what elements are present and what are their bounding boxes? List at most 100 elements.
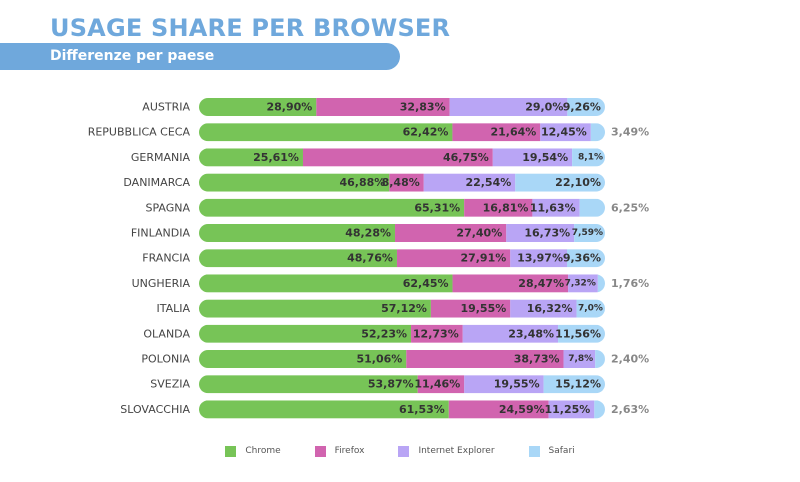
data-label-safari-austria: 9,26% xyxy=(563,101,601,114)
legend-item-chrome: Chrome xyxy=(225,444,281,458)
legend-swatch-chrome xyxy=(225,445,237,457)
bar-segment-internet-explorer-ungheria xyxy=(568,274,598,293)
data-label-safari-danimarca: 22,10% xyxy=(555,176,601,189)
data-label-firefox-svezia: 11,46% xyxy=(414,378,460,391)
bar-row-francia xyxy=(199,249,605,268)
bar-segment-firefox-slovacchia xyxy=(448,400,549,419)
bar-segment-chrome-germania xyxy=(199,148,303,167)
data-label-safari-spagna: 6,25% xyxy=(611,201,649,214)
bar-segment-firefox-spagna xyxy=(464,198,533,217)
bar-segment-firefox-olanda xyxy=(411,324,463,343)
data-label-chrome-danimarca: 46,88% xyxy=(340,176,386,189)
bar-segment-chrome-ungheria xyxy=(199,274,453,293)
data-label-safari-slovacchia: 2,63% xyxy=(611,403,649,416)
legend-swatch-firefox xyxy=(314,445,326,457)
legend-item-internet-explorer: Internet Explorer xyxy=(398,444,495,458)
bar-segment-chrome-slovacchia xyxy=(199,400,449,419)
legend-swatch-internet-explorer xyxy=(398,445,410,457)
category-label-finlandia: FINLANDIA xyxy=(131,227,191,240)
bar-row-svezia xyxy=(199,375,605,394)
data-label-chrome-francia: 48,76% xyxy=(347,252,393,265)
category-label-olanda: OLANDA xyxy=(143,327,190,340)
data-label-internet-explorer-polonia: 7,8% xyxy=(568,354,593,364)
legend-item-safari: Safari xyxy=(528,444,575,458)
bar-segment-internet-explorer-danimarca xyxy=(423,173,516,192)
data-label-safari-repubblica-ceca: 3,49% xyxy=(611,126,649,139)
chart-title: USAGE SHARE PER BROWSER xyxy=(50,14,451,42)
data-label-internet-explorer-repubblica-ceca: 12,45% xyxy=(541,126,587,139)
data-label-internet-explorer-francia: 13,97% xyxy=(517,252,563,265)
bar-row-finlandia xyxy=(199,224,605,242)
data-label-internet-explorer-italia: 16,32% xyxy=(527,302,573,315)
data-label-internet-explorer-svezia: 19,55% xyxy=(494,378,540,391)
data-label-safari-polonia: 2,40% xyxy=(611,353,649,366)
category-label-italia: ITALIA xyxy=(156,302,190,315)
bar-segment-chrome-finlandia xyxy=(199,224,396,242)
data-label-internet-explorer-danimarca: 22,54% xyxy=(465,176,511,189)
bar-row-ungheria xyxy=(199,274,605,293)
bar-row-germania xyxy=(199,148,605,167)
bar-segment-firefox-francia xyxy=(396,249,511,268)
bar-segment-internet-explorer-slovacchia xyxy=(548,400,595,419)
bar-segment-firefox-polonia xyxy=(406,350,564,368)
data-label-firefox-austria: 32,83% xyxy=(400,101,446,114)
data-label-chrome-italia: 57,12% xyxy=(381,302,427,315)
bar-segment-internet-explorer-finlandia xyxy=(506,224,575,242)
bar-segment-firefox-svezia xyxy=(417,375,465,394)
bar-segment-internet-explorer-repubblica-ceca xyxy=(540,123,591,142)
bar-segment-firefox-austria xyxy=(316,98,450,116)
bar-segment-safari-germania xyxy=(572,148,605,167)
bar-segment-chrome-repubblica-ceca xyxy=(199,123,453,142)
category-label-ungheria: UNGHERIA xyxy=(132,277,191,290)
data-label-chrome-spagna: 65,31% xyxy=(414,201,460,214)
bar-segment-chrome-austria xyxy=(199,98,317,116)
data-label-safari-svezia: 15,12% xyxy=(555,378,601,391)
chart-legend: Chrome Firefox Internet Explorer Safari xyxy=(0,444,800,458)
bar-segment-safari-repubblica-ceca xyxy=(590,123,605,142)
bar-segment-safari-austria xyxy=(567,98,605,116)
bar-segment-internet-explorer-svezia xyxy=(464,375,544,394)
bar-row-austria xyxy=(199,98,605,116)
bar-segment-safari-slovacchia xyxy=(594,400,605,419)
legend-label-safari: Safari xyxy=(548,446,575,456)
data-label-firefox-repubblica-ceca: 21,64% xyxy=(490,126,536,139)
bar-segment-chrome-olanda xyxy=(199,324,412,343)
data-label-chrome-germania: 25,61% xyxy=(253,151,299,164)
category-label-svezia: SVEZIA xyxy=(150,378,190,391)
data-label-firefox-spagna: 16,81% xyxy=(483,201,529,214)
data-label-firefox-danimarca: 8,48% xyxy=(382,176,420,189)
data-label-internet-explorer-slovacchia: 11,25% xyxy=(544,403,590,416)
data-label-chrome-svezia: 53,87% xyxy=(368,378,414,391)
bar-row-danimarca xyxy=(199,173,605,192)
data-label-chrome-finlandia: 48,28% xyxy=(345,227,391,240)
bar-segment-chrome-danimarca xyxy=(199,173,390,192)
bar-segment-safari-svezia xyxy=(543,375,605,394)
category-label-danimarca: DANIMARCA xyxy=(123,176,190,189)
data-label-internet-explorer-ungheria: 7,32% xyxy=(565,278,596,288)
bar-row-polonia xyxy=(199,350,605,368)
chart-subtitle: Differenze per paese xyxy=(50,48,215,64)
bar-segment-chrome-italia xyxy=(199,299,431,318)
data-label-firefox-slovacchia: 24,59% xyxy=(499,403,545,416)
bar-segment-firefox-italia xyxy=(430,299,511,318)
bar-segment-internet-explorer-italia xyxy=(510,299,577,318)
data-label-safari-ungheria: 1,76% xyxy=(611,277,649,290)
bar-segment-firefox-ungheria xyxy=(452,274,569,293)
data-label-internet-explorer-spagna: 11,63% xyxy=(530,201,576,214)
bar-segment-firefox-repubblica-ceca xyxy=(452,123,541,142)
data-label-safari-germania: 8,1% xyxy=(578,152,603,162)
bar-row-repubblica-ceca xyxy=(199,123,605,142)
data-label-firefox-italia: 19,55% xyxy=(460,302,506,315)
data-label-internet-explorer-finlandia: 16,73% xyxy=(524,227,570,240)
category-label-austria: AUSTRIA xyxy=(142,101,190,114)
bar-segment-safari-polonia xyxy=(595,350,605,368)
data-label-chrome-olanda: 52,23% xyxy=(361,327,407,340)
category-label-francia: FRANCIA xyxy=(142,252,190,265)
bar-segment-safari-spagna xyxy=(579,198,605,217)
legend-item-firefox: Firefox xyxy=(314,444,364,458)
bar-segment-safari-francia xyxy=(566,249,605,268)
data-label-safari-olanda: 11,56% xyxy=(555,327,601,340)
data-label-firefox-germania: 46,75% xyxy=(443,151,489,164)
data-label-internet-explorer-austria: 29,0% xyxy=(525,101,563,114)
data-label-chrome-austria: 28,90% xyxy=(267,101,313,114)
